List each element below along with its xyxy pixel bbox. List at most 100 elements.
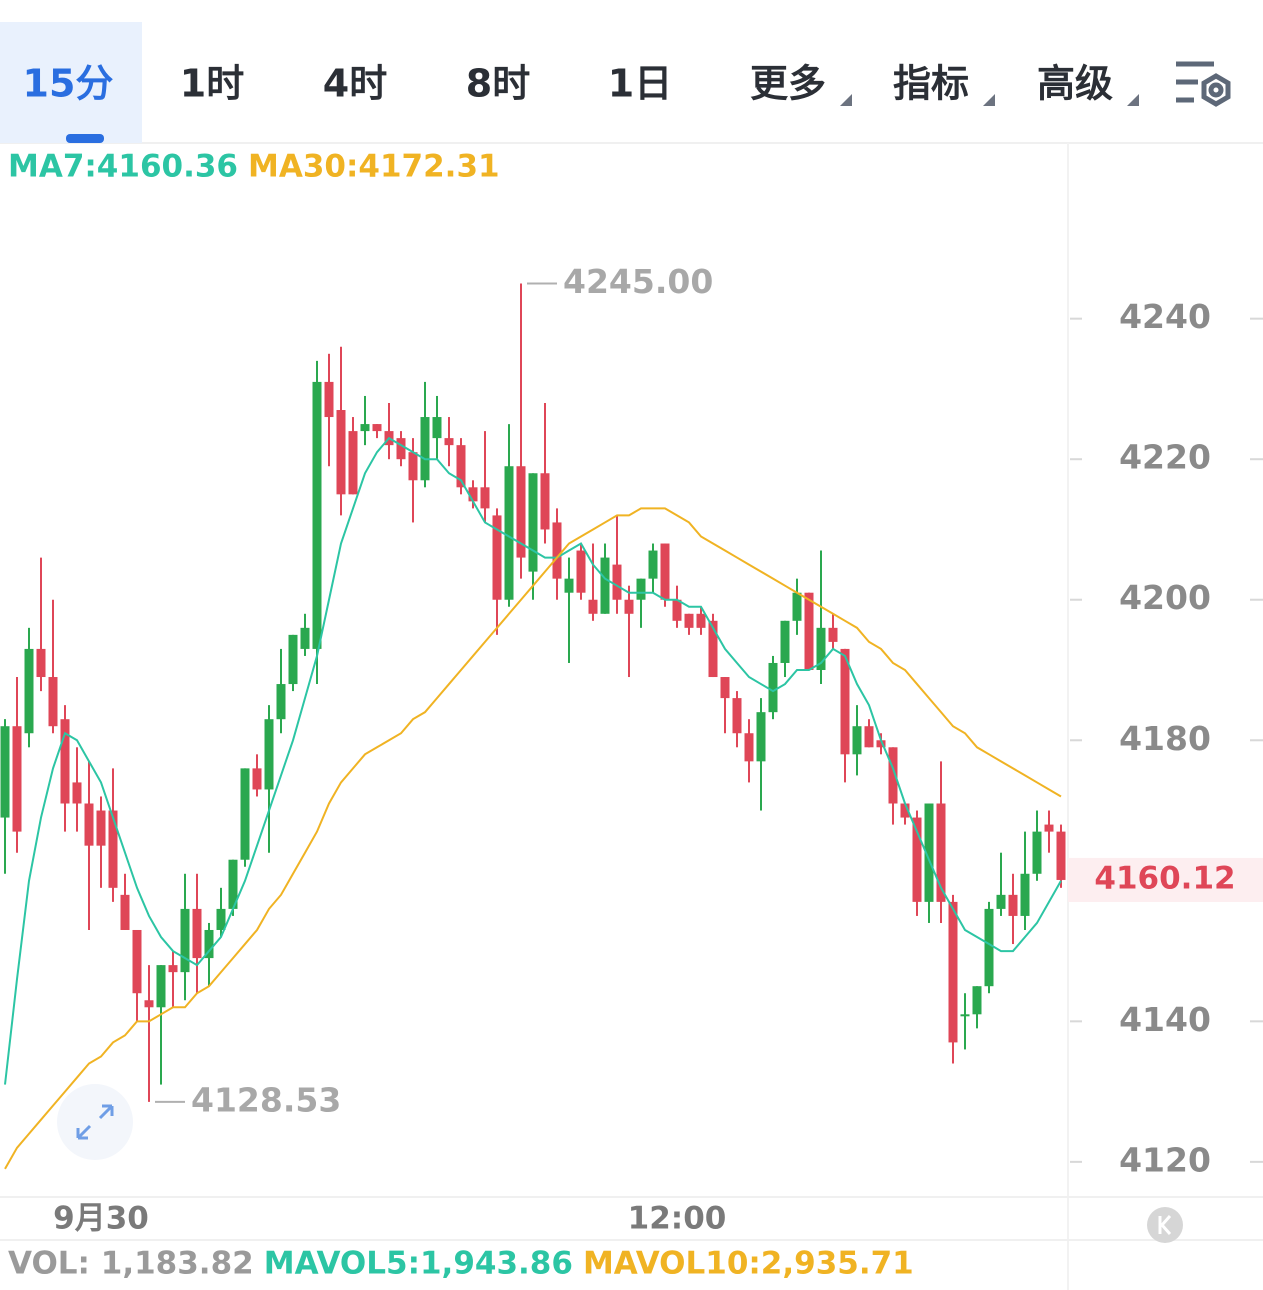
settings-icon[interactable] <box>1176 61 1231 107</box>
candle-body <box>240 768 250 860</box>
expand-arrows <box>76 1104 114 1140</box>
candle-body <box>768 662 778 713</box>
candle-body <box>180 908 190 973</box>
candle-body <box>48 677 58 727</box>
tab[interactable]: 1日 <box>608 62 672 106</box>
candle-body <box>504 466 514 600</box>
last-price-bg <box>1068 857 1263 902</box>
candle-body <box>684 613 694 628</box>
tab-label: 4时 <box>323 62 387 106</box>
candle-body <box>408 452 418 481</box>
candle-body <box>36 648 46 678</box>
candle-body <box>336 410 346 495</box>
candle-body <box>792 592 802 621</box>
candle-body <box>456 445 466 488</box>
y-tick-label: 4140 <box>1119 1000 1211 1039</box>
candle-body <box>72 782 82 804</box>
candle-body <box>432 417 442 439</box>
tab[interactable]: 15分 <box>0 22 142 143</box>
tab-label: 1时 <box>180 62 244 106</box>
candle-body <box>576 550 586 593</box>
candle-body <box>420 417 430 481</box>
x-tick-label: 9月30 <box>53 1201 149 1237</box>
tab-menu-label: 高级 <box>1037 62 1113 106</box>
candle-body <box>780 620 790 663</box>
vol-legend: VOL: 1,183.82 <box>8 1246 254 1282</box>
tab[interactable]: 8时 <box>466 62 530 106</box>
candle-body <box>264 719 274 790</box>
candle-body <box>324 381 334 418</box>
candle-body <box>120 894 130 930</box>
candle-body <box>0 726 10 818</box>
candle-body <box>564 578 574 593</box>
candle-body <box>192 908 202 959</box>
candle-body <box>24 648 34 734</box>
dropdown-caret <box>840 94 852 106</box>
tab-menu[interactable]: 指标 <box>893 62 995 107</box>
back-to-latest[interactable] <box>1147 1207 1183 1243</box>
candle-body <box>1020 873 1030 916</box>
candle-body <box>600 557 610 614</box>
candle-body <box>708 620 718 678</box>
candle-body <box>360 424 370 432</box>
candle-body <box>348 431 358 495</box>
dropdown-caret <box>983 94 995 106</box>
candle-body <box>540 473 550 530</box>
y-tick-label: 4220 <box>1119 438 1211 477</box>
candle-body <box>300 627 310 649</box>
icon-hex <box>1201 73 1231 107</box>
candle-body <box>852 726 862 755</box>
latest-bg <box>1147 1207 1183 1243</box>
tab-menu[interactable]: 高级 <box>1037 62 1139 107</box>
tab-label: 1日 <box>608 62 672 106</box>
candle-body <box>60 719 70 804</box>
candle-body <box>588 599 598 614</box>
ma-legend: MA30:4172.31 <box>248 149 500 185</box>
candle-body <box>1008 894 1018 916</box>
ma-line <box>4 507 1062 1170</box>
candle-body <box>84 803 94 846</box>
candle-body <box>168 965 178 973</box>
candle-body <box>552 522 562 579</box>
vol-legend: MAVOL5:1,943.86 <box>264 1246 573 1282</box>
tab-label: 15分 <box>23 62 114 106</box>
x-tick-label: 12:00 <box>628 1201 727 1237</box>
candle-body <box>912 817 922 902</box>
candle-body <box>876 740 886 748</box>
tab[interactable]: 4时 <box>323 62 387 106</box>
tab-indicator <box>66 134 104 143</box>
candle-body <box>900 803 910 818</box>
candle-body <box>864 726 874 748</box>
candle-body <box>96 810 106 846</box>
candle-body <box>948 901 958 1043</box>
candle-body <box>468 487 478 502</box>
icon-dot <box>1208 82 1224 98</box>
candle-body <box>660 543 670 600</box>
dropdown-caret <box>1127 94 1139 106</box>
candle-body <box>744 733 754 762</box>
tab-menu-label: 指标 <box>893 62 969 106</box>
expand-button[interactable] <box>57 1084 133 1160</box>
candle-body <box>984 908 994 987</box>
candle-body <box>888 747 898 804</box>
candle-body <box>396 438 406 460</box>
candle-body <box>216 908 226 930</box>
candle-body <box>1056 831 1066 880</box>
candle-body <box>612 564 622 600</box>
candle-body <box>840 648 850 755</box>
tab-menu-label: 更多 <box>750 62 826 106</box>
expand-bg <box>57 1084 133 1160</box>
tab-label: 8时 <box>466 62 530 106</box>
tab[interactable]: 1时 <box>180 62 244 106</box>
candle-body <box>756 712 766 762</box>
candle-body <box>1032 831 1042 874</box>
tab-menu[interactable]: 更多 <box>750 62 852 107</box>
candle-body <box>696 613 706 628</box>
vol-legend: MAVOL10:2,935.71 <box>583 1246 914 1282</box>
last-price-label: 4160.12 <box>1094 860 1235 896</box>
candle-body <box>372 424 382 432</box>
candle-body <box>312 381 322 649</box>
candle-body <box>108 810 118 888</box>
